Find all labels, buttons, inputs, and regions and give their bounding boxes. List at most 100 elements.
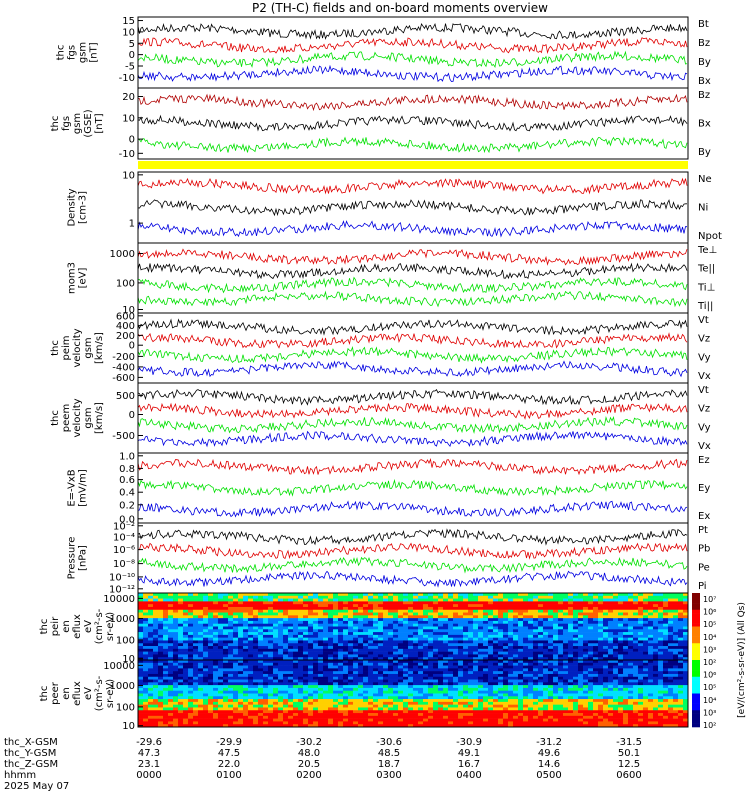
p10-cell [243, 704, 249, 708]
p10-cell [513, 660, 519, 664]
p10-cell [253, 713, 259, 717]
p10-cell [238, 662, 244, 666]
p9-cell [328, 618, 334, 622]
p9-cell [413, 606, 419, 611]
p10-cell [218, 679, 224, 683]
p10-cell [248, 693, 254, 697]
p9-cell [303, 612, 309, 616]
p10-cell [253, 685, 259, 689]
p10-cell [548, 660, 554, 664]
p10-cell [483, 718, 489, 722]
p10-cell [413, 707, 419, 711]
p9-cell [613, 634, 619, 638]
p10-cell [213, 718, 219, 722]
p9-cell [278, 612, 284, 616]
p9-cell [678, 623, 684, 627]
p9-cell [588, 657, 594, 661]
p1-ytick-label: -10 [119, 73, 135, 84]
p9-cell [138, 632, 144, 636]
p10-cell [273, 660, 279, 664]
p8-ylabel: Pressure [67, 537, 78, 580]
p10-cell [148, 660, 154, 664]
p10-cell [238, 693, 244, 697]
p9-cell [418, 601, 424, 605]
p9-cell [528, 651, 534, 655]
p10-cell [183, 685, 189, 689]
p9-cell [478, 601, 484, 605]
p10-cell [513, 718, 519, 722]
p10-cell [398, 687, 404, 692]
p10-cell [463, 676, 469, 680]
p9-cell [613, 629, 619, 633]
p9-cell [618, 646, 624, 650]
p9-cell [608, 615, 614, 619]
p10-cell [263, 721, 269, 725]
p10-cell [353, 687, 359, 692]
p10-cell [333, 701, 339, 705]
p9-cell [548, 640, 554, 644]
p9-cell [598, 615, 604, 619]
p9-cell [413, 601, 419, 605]
p10-cell [568, 710, 574, 714]
p10-cell [358, 676, 364, 680]
p10-cell [458, 668, 464, 672]
p10-cell [483, 713, 489, 717]
p9-cell [543, 629, 549, 633]
p9-cell [618, 598, 624, 602]
p9-cell [498, 654, 504, 658]
p10-cell [343, 687, 349, 692]
p9-cell [603, 618, 609, 622]
p10-cell [198, 685, 204, 689]
p10-cell [423, 696, 429, 700]
p9-cell [343, 654, 349, 658]
p10-cell [213, 660, 219, 664]
p10-cell [548, 690, 554, 694]
p10-cell [398, 721, 404, 725]
p10-cell [203, 673, 209, 678]
p9-cell [583, 615, 589, 619]
p9-cell [468, 609, 474, 613]
p10-cell [403, 673, 409, 678]
p9-cell [243, 640, 249, 644]
p10-cell [423, 690, 429, 694]
p9-cell [293, 651, 299, 655]
p9-cell [533, 618, 539, 622]
p9-cell [603, 651, 609, 655]
p9-cell [513, 604, 519, 608]
p9-cell [513, 620, 519, 625]
p10-cell [453, 710, 459, 714]
p10-cell [153, 660, 159, 664]
p9-cell [398, 620, 404, 625]
p9-cell [213, 598, 219, 602]
p10-cell [398, 704, 404, 708]
p9-cell [638, 637, 644, 641]
p9-cell [458, 654, 464, 658]
p10-cell [313, 713, 319, 717]
p10-cell [433, 687, 439, 692]
p10-cell [458, 673, 464, 678]
p9-cell [378, 623, 384, 627]
p9-cell [148, 640, 154, 644]
p10-cell [518, 687, 524, 692]
p9-cell [428, 626, 434, 630]
p9-cell [198, 629, 204, 633]
p10-cell [243, 687, 249, 692]
p10-cell [463, 710, 469, 714]
p9-cell [208, 615, 214, 619]
p10-cell [263, 696, 269, 700]
p9-cell [308, 640, 314, 644]
p9-cell [548, 629, 554, 633]
p10-cell [208, 715, 214, 719]
p9-cell [343, 593, 349, 597]
p10-cell [443, 665, 449, 669]
p10-cell [418, 671, 424, 675]
p9-cell [163, 595, 169, 599]
p9-cell [593, 637, 599, 641]
p10-cell [373, 701, 379, 705]
p9-cell [173, 618, 179, 622]
p10-cell [528, 662, 534, 666]
p9-cell [458, 604, 464, 608]
p10-cell [383, 676, 389, 680]
p9-cell [208, 618, 214, 622]
